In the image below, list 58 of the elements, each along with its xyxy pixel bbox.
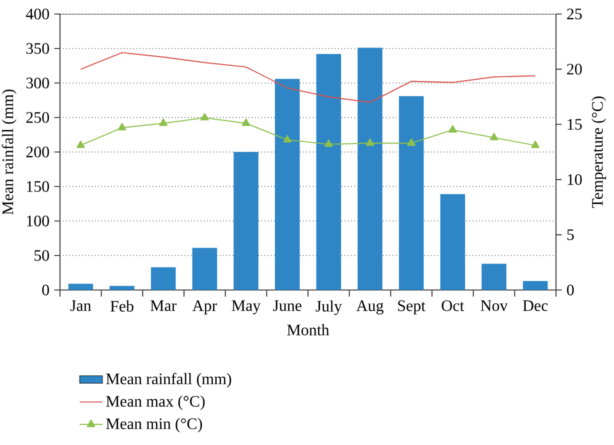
y2-tick-label: 10 [568,174,582,185]
bar [192,248,218,290]
point [118,122,126,130]
point [407,138,416,146]
bar [522,281,548,290]
bar [358,48,382,290]
y2-tick-label: 20 [567,64,582,75]
y-tick-label: 100 [27,216,49,226]
point [76,140,85,148]
x-axis-title: Month [287,324,330,336]
x-tick-label: Mar [150,300,177,312]
bar [150,267,176,290]
x-tick-label: Feb [110,300,134,312]
x-tick-label: Dec [522,300,548,312]
x-tick-label: Oct [442,300,464,312]
y-tick-label: 50 [34,250,49,261]
y2-tick-label: 15 [568,119,582,130]
bar [110,286,134,290]
point [324,139,333,147]
legend-label: Mean max (°C) [106,395,205,410]
bar [482,264,506,290]
point [200,112,209,120]
x-tick-label: Aug [356,300,384,314]
x-tick-label: Jan [70,300,92,312]
point [242,118,250,126]
y-tick-label: 250 [26,112,49,123]
legend-label: Mean rainfall (mm) [106,372,232,388]
bar [440,194,466,290]
point [448,125,457,133]
y-axis-title: Mean rainfall (mm) [2,90,16,215]
y-tick-label: 150 [27,181,49,192]
x-tick-label: July [316,300,342,315]
y-tick-label: 0 [42,284,49,296]
y-tick-label: 400 [26,8,49,20]
line-series [80,52,536,103]
bar [68,284,94,290]
y2-tick-label: 25 [567,8,582,20]
point [531,140,540,148]
x-tick-label: Sept [398,300,426,314]
x-tick-label: June [273,300,302,312]
y2-tick-label: 5 [567,229,574,240]
bar [398,96,424,290]
y-tick-label: 200 [26,146,49,158]
bar [316,54,342,290]
bar [274,78,300,290]
x-tick-label: May [232,300,261,314]
y-tick-label: 300 [26,78,49,88]
point [283,135,292,143]
bar [234,152,258,290]
x-tick-label: Nov [480,300,508,312]
point [366,138,374,146]
y-tick-label: 350 [26,43,49,54]
point [490,132,498,140]
y2-axis-title: Temperature (°C) [592,96,606,208]
y2-tick-label: 0 [567,284,574,296]
legend-label: Mean min (°C) [106,418,202,432]
point [159,118,168,126]
x-tick-label: Apr [192,300,217,314]
